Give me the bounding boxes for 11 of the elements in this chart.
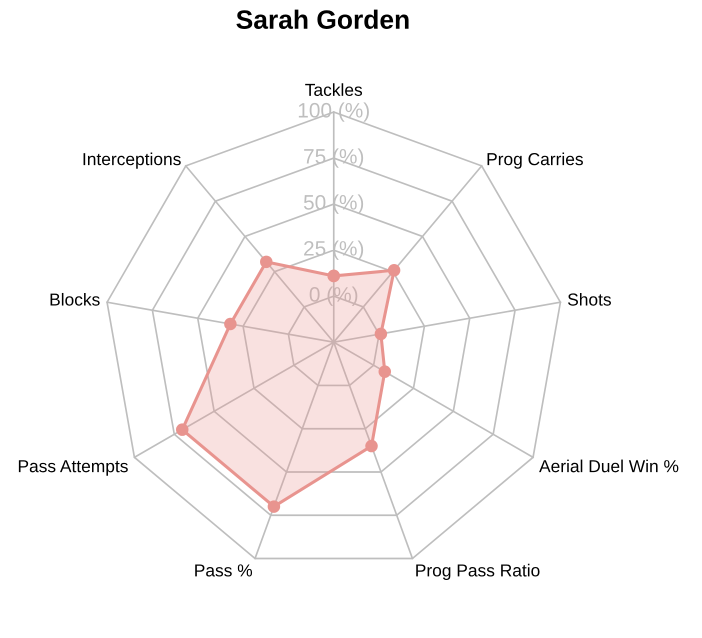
chart-title: Sarah Gorden [236,10,409,29]
spoke-label: Tackles [305,83,362,96]
spoke-label: Pass % [195,564,252,577]
spoke-label: Interceptions [84,152,181,169]
spoke-label: Prog Carries [488,152,583,169]
spoke-label: Prog Pass Ratio [416,564,540,580]
y-tick-label: 100 (%) [298,102,369,122]
spoke-label: Blocks [50,292,100,306]
spoke-label: Pass Attempts [18,460,128,476]
spoke-label: Aerial Duel Win % [539,460,678,472]
spoke-label: Shots [568,292,611,306]
